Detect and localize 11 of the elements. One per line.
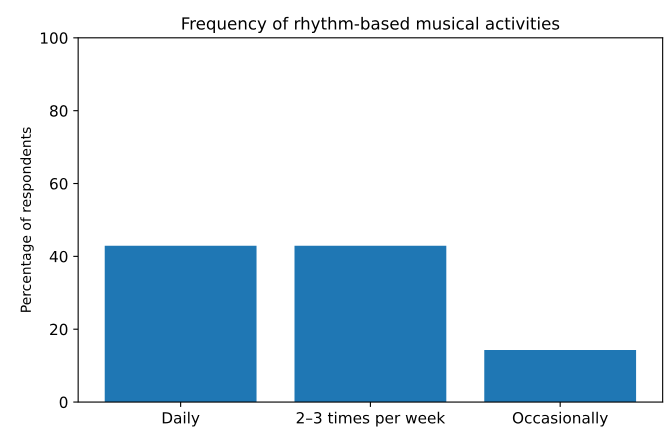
y-tick-label: 0 <box>60 396 68 408</box>
y-tick-label: 60 <box>50 178 68 190</box>
chart-title: Frequency of rhythm-based musical activities <box>182 16 560 33</box>
y-tick-label: 40 <box>50 250 68 262</box>
y-axis-title: Percentage of respondents <box>20 127 34 312</box>
x-tick-label: 2–3 times per week <box>296 412 446 427</box>
y-tick-label: 80 <box>50 105 68 117</box>
y-tick-label: 20 <box>50 324 68 336</box>
x-tick-label: Occasionally <box>512 412 608 427</box>
x-tick-label: Daily <box>162 412 200 427</box>
y-tick-label: 100 <box>40 32 68 44</box>
